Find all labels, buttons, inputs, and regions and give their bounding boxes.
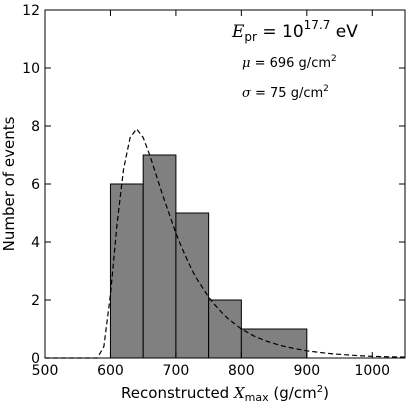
y-tick-label-4: 8 (31, 119, 40, 135)
histogram-bar-2 (175, 212, 210, 359)
sigma-annotation: σ = 75 g/cm2 (242, 84, 329, 101)
energy-annotation: Epr = 1017.7 eV (231, 18, 358, 44)
y-tick-label-1: 2 (31, 293, 40, 309)
histogram-bar-1 (142, 154, 177, 359)
y-tick-label-3: 6 (31, 177, 40, 193)
x-tick-label-0: 500 (32, 363, 59, 379)
y-tick-label-6: 12 (22, 3, 40, 19)
histogram-bars (109, 154, 308, 359)
axis-ticks: 500 600 700 800 900 1000 0 2 4 6 8 10 12 (22, 3, 405, 379)
y-tick-label-5: 10 (22, 61, 40, 77)
x-axis-label: Reconstructed Xmax (g/cm2) (121, 384, 329, 403)
histogram-bar-3 (208, 299, 242, 359)
y-tick-label-2: 4 (31, 235, 40, 251)
histogram-bar-0 (109, 183, 144, 359)
x-tick-label-5: 1000 (354, 363, 390, 379)
x-tick-label-4: 900 (293, 363, 320, 379)
x-tick-label-3: 800 (228, 363, 255, 379)
fit-curve (45, 127, 406, 359)
y-tick-label-0: 0 (31, 351, 40, 367)
mu-annotation: μ = 696 g/cm2 (242, 54, 337, 71)
y-axis-label: Number of events (0, 116, 18, 251)
x-tick-label-2: 700 (163, 363, 190, 379)
x-tick-label-1: 600 (97, 363, 124, 379)
